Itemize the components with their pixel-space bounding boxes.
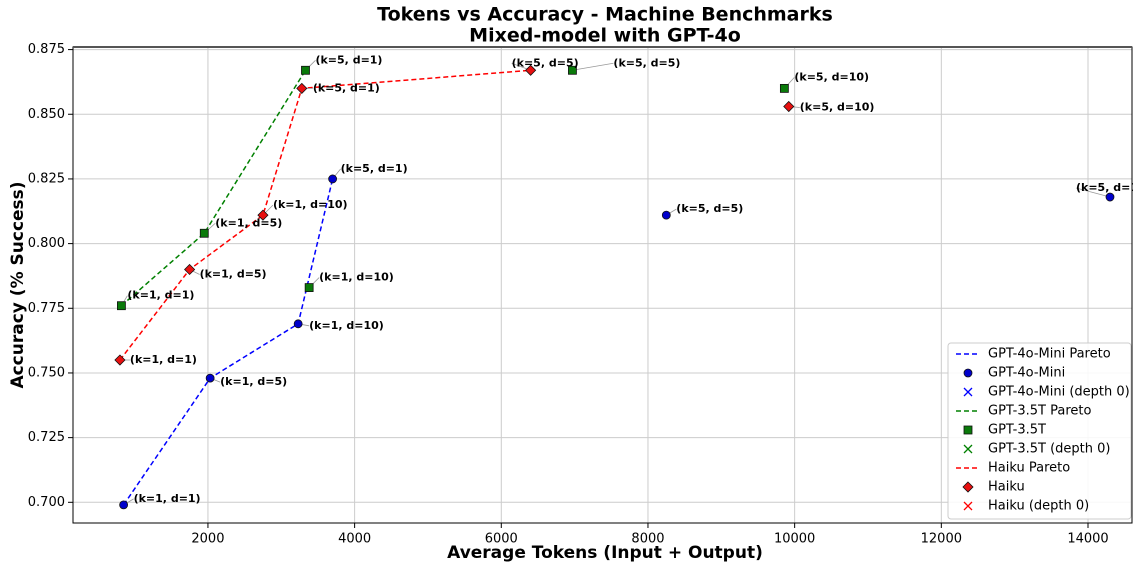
point-label: (k=5, d=10): [794, 70, 869, 83]
y-tick-label: 0.725: [28, 430, 65, 445]
point: [661, 210, 671, 220]
x-tick-label: 8000: [631, 532, 664, 547]
point-label: (k=1, d=5): [215, 216, 282, 229]
y-tick-label: 0.700: [28, 495, 65, 510]
point: [568, 65, 577, 75]
legend-label: GPT-3.5T Pareto: [988, 404, 1091, 419]
point: [199, 228, 209, 238]
legend-swatch: [963, 444, 973, 454]
point: [328, 174, 338, 184]
point: [779, 83, 789, 93]
legend-label: GPT-4o-Mini (depth 0): [988, 385, 1130, 400]
leader-line: [1075, 187, 1111, 198]
point: [301, 65, 310, 75]
point-label: (k=5, d=10): [1076, 181, 1133, 194]
legend-label: Haiku: [988, 480, 1025, 495]
y-tick-label: 0.825: [28, 171, 65, 186]
y-tick-label: 0.800: [28, 236, 65, 251]
point: [114, 354, 126, 366]
point-label: (k=1, d=1): [134, 492, 201, 505]
legend: GPT-4o-Mini Pareto GPT-4o-Mini GPT-4o-Mini…: [947, 342, 1132, 520]
pareto-line: [122, 178, 334, 506]
x-tick-label: 4000: [338, 532, 371, 547]
point-label: (k=1, d=5): [220, 375, 287, 388]
point-label: (k=5, d=5): [676, 202, 743, 215]
point: [117, 301, 126, 311]
point: [1105, 192, 1115, 202]
legend-label: GPT-3.5T: [988, 423, 1046, 438]
point: [525, 64, 537, 76]
pareto-line: [120, 69, 307, 307]
point-label: (k=1, d=10): [309, 319, 384, 332]
point-label: (k=1, d=1): [127, 289, 194, 302]
legend-swatch: [963, 387, 973, 397]
point-label: (k=5, d=5): [613, 56, 680, 69]
leader-line: [572, 62, 614, 71]
y-tick-label: 0.850: [28, 107, 65, 122]
point: [783, 100, 795, 113]
x-tick-label: 14000: [1067, 532, 1108, 547]
legend-label: GPT-3.5T (depth 0): [988, 442, 1110, 457]
chart-title: Tokens vs Accuracy - Machine Benchmarks: [377, 4, 833, 26]
point: [119, 500, 129, 510]
point-label: (k=5, d=1): [341, 162, 408, 175]
y-tick-label: 0.875: [28, 42, 65, 57]
legend-swatch: [962, 481, 974, 493]
y-tick-label: 0.750: [28, 365, 65, 380]
pareto-line: [119, 69, 531, 361]
legend-label: Haiku Pareto: [988, 461, 1070, 476]
legend-label: GPT-4o-Mini: [988, 366, 1065, 381]
point: [257, 209, 269, 221]
point-label: (k=5, d=10): [800, 101, 875, 114]
point-label: (k=5, d=5): [512, 56, 579, 69]
point-label: (k=5, d=1): [315, 53, 382, 66]
x-tick-label: 2000: [191, 532, 224, 547]
point: [296, 82, 308, 94]
legend-swatch: [963, 425, 973, 435]
point: [205, 373, 215, 383]
point-label: (k=1, d=1): [130, 353, 197, 366]
point-label: (k=1, d=5): [200, 267, 267, 280]
legend-label: GPT-4o-Mini Pareto: [988, 347, 1111, 362]
y-axis-label: Accuracy (% Success): [8, 181, 28, 388]
x-tick-label: 6000: [485, 532, 518, 547]
point-label: (k=1, d=10): [273, 198, 348, 211]
x-tick-label: 10000: [774, 532, 815, 547]
point: [184, 263, 196, 276]
legend-swatch: [963, 368, 973, 378]
x-tick-label: 12000: [921, 532, 962, 547]
y-tick-label: 0.775: [28, 301, 65, 316]
point-label: (k=1, d=10): [319, 271, 394, 284]
legend-label: Haiku (depth 0): [988, 499, 1089, 514]
chart-subtitle: Mixed-model with GPT-4o: [469, 25, 741, 47]
point: [293, 319, 303, 329]
point: [304, 283, 314, 292]
legend-swatch: [963, 501, 973, 511]
point-label: (k=5, d=1): [313, 81, 380, 94]
legend-box: [947, 342, 1132, 520]
x-axis-label: Average Tokens (Input + Output): [447, 543, 763, 563]
